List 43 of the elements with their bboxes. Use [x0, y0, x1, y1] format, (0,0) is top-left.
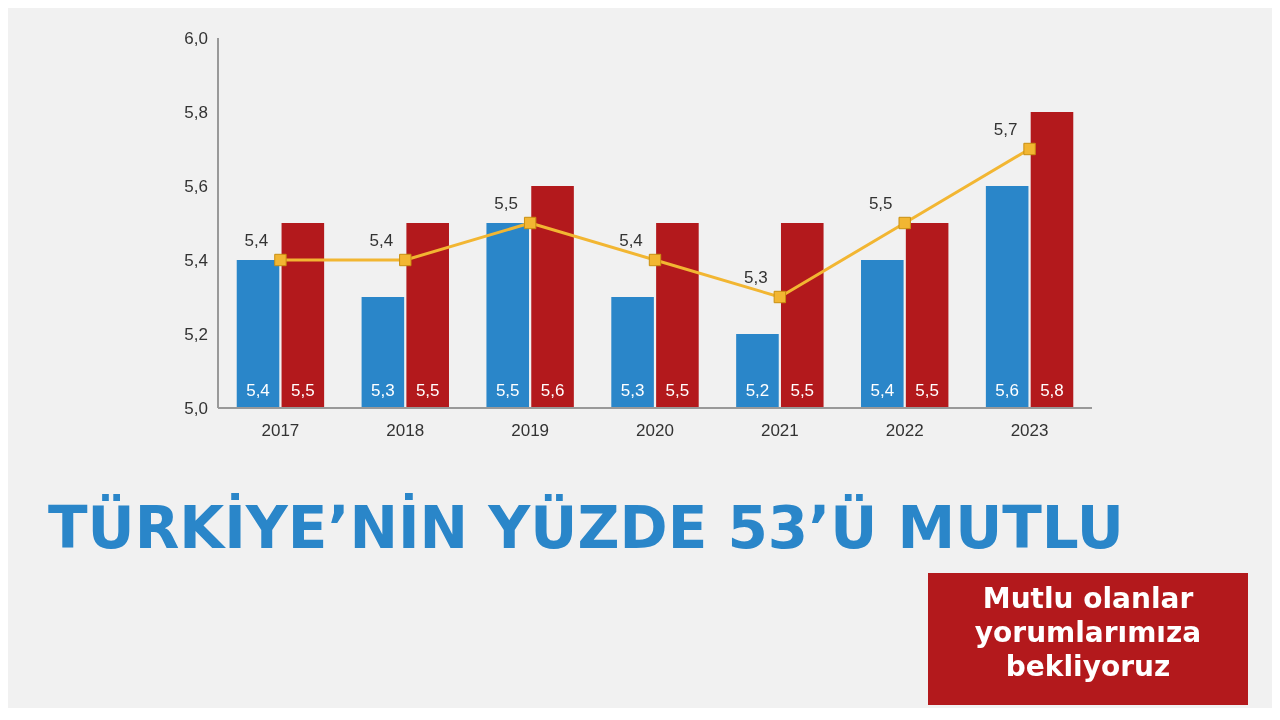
- data-label: 5,4: [244, 231, 269, 250]
- x-tick-label: 2021: [760, 421, 799, 440]
- y-tick-label: 5,4: [184, 251, 208, 270]
- data-label: 5,5: [868, 194, 893, 213]
- y-tick-label: 5,6: [184, 177, 208, 196]
- point: [898, 216, 911, 230]
- point: [523, 216, 537, 230]
- data-label: 5,5: [495, 381, 520, 400]
- text: Mutlu olanlar yorumlarımıza bekliyoruz: [974, 582, 1202, 683]
- x-tick-label: 2018: [386, 421, 425, 440]
- y-tick-label: 5,0: [184, 399, 208, 418]
- data-label: 5,6: [540, 381, 565, 400]
- data-label: 5,5: [915, 381, 939, 400]
- data-label: 5,7: [993, 120, 1018, 139]
- x-tick-label: 2023: [1010, 421, 1049, 440]
- point: [274, 253, 287, 267]
- data-label: 5,4: [619, 231, 643, 250]
- data-label: 5,4: [870, 381, 895, 400]
- y-tick-label: 5,2: [184, 325, 208, 344]
- x-tick-label: 2022: [885, 421, 924, 440]
- point: [648, 253, 662, 267]
- y-tick-label: 6,0: [184, 29, 208, 48]
- point: [399, 253, 412, 267]
- data-label: 5,5: [665, 381, 690, 400]
- x-tick-label: 2017: [261, 421, 300, 440]
- x-tick-label: 2020: [636, 421, 674, 440]
- data-label: 5,4: [369, 231, 394, 250]
- x-tick-label: 2019: [511, 421, 550, 440]
- data-label: 5,6: [995, 381, 1019, 400]
- data-label: 5,8: [1040, 381, 1064, 400]
- data-label: 5,3: [371, 381, 395, 400]
- text: TÜRKİYE’NİN YÜZDE 53’Ü MUTLU: [48, 493, 1124, 562]
- data-label: 5,5: [790, 381, 815, 400]
- point: [773, 290, 787, 304]
- data-label: 5,5: [494, 194, 518, 213]
- data-label: 5,5: [291, 381, 315, 400]
- y-tick-label: 5,8: [184, 103, 208, 122]
- data-label: 5,3: [620, 381, 645, 400]
- point: [1023, 142, 1036, 156]
- data-label: 5,4: [246, 381, 270, 400]
- data-label: 5,3: [744, 268, 768, 287]
- data-label: 5,2: [745, 381, 770, 400]
- data-label: 5,5: [415, 381, 440, 400]
